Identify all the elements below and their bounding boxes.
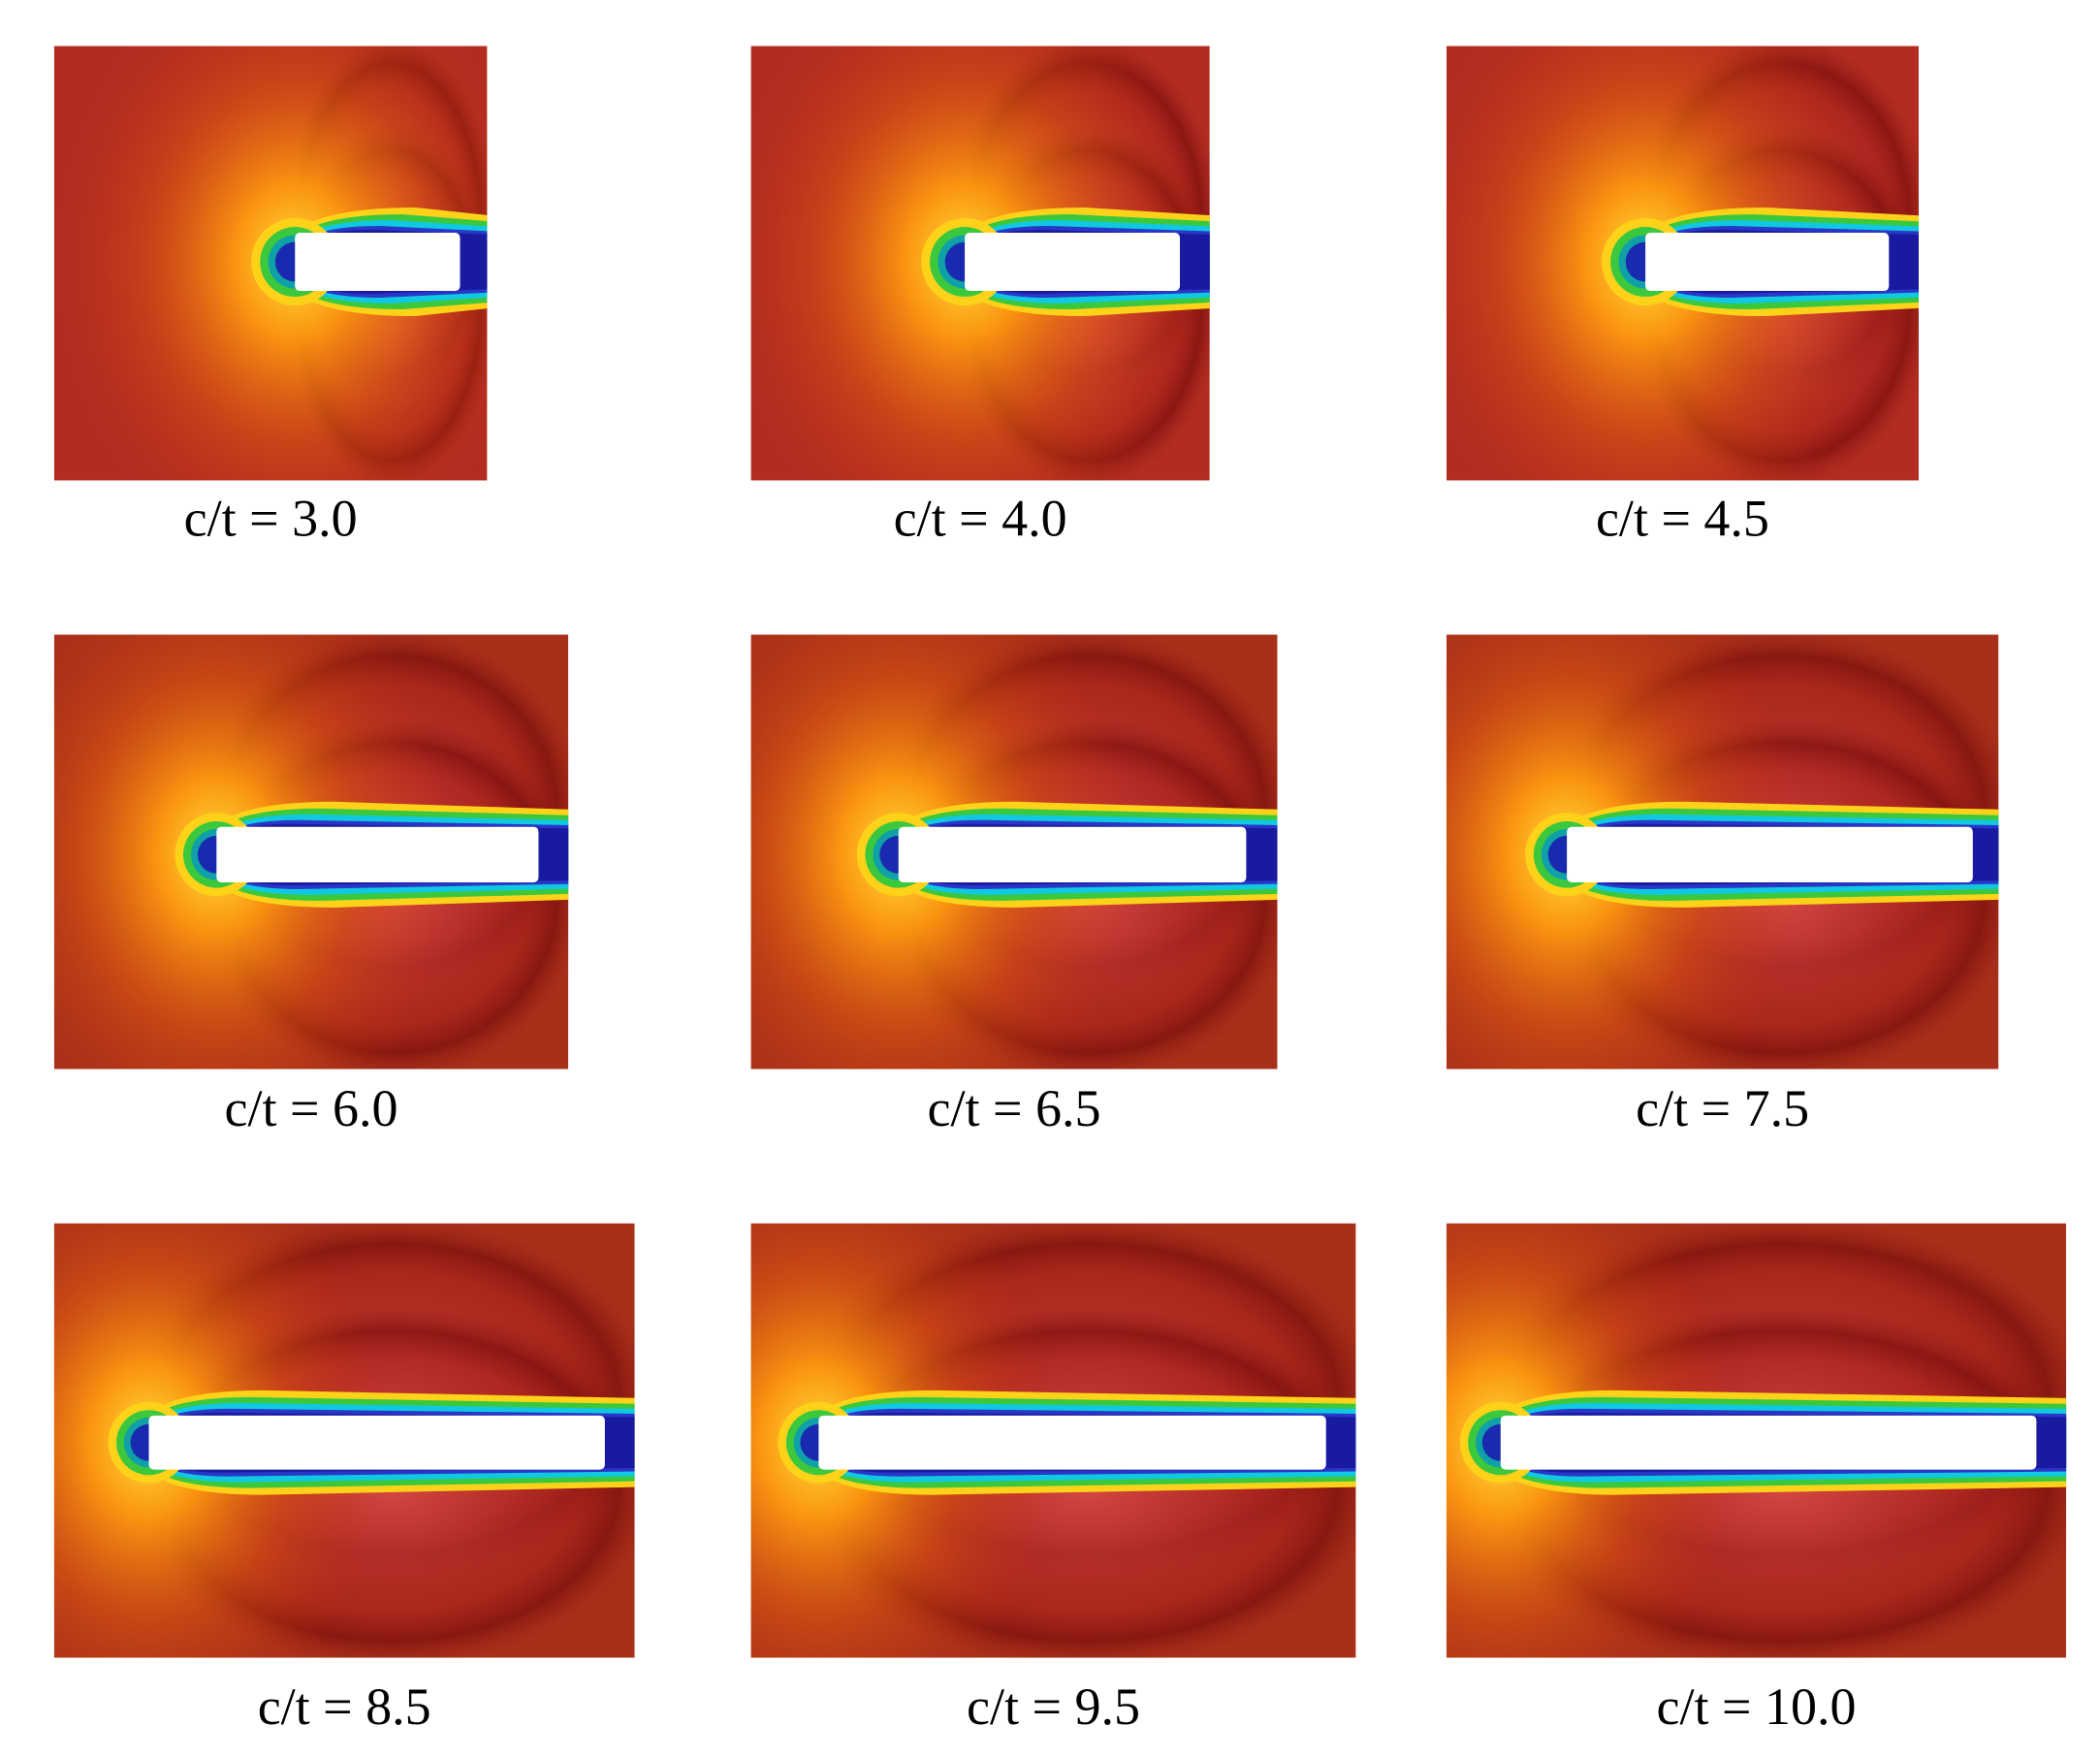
- plate-body: [1567, 826, 1973, 882]
- panel-label: c/t = 10.0: [1657, 1677, 1857, 1736]
- panel-label: c/t = 6.0: [225, 1079, 398, 1137]
- panel-label: c/t = 9.5: [967, 1677, 1140, 1736]
- flow-panel: [1446, 46, 1919, 481]
- plate-body: [148, 1415, 605, 1470]
- panel-label: c/t = 6.5: [928, 1079, 1101, 1137]
- panel-label: c/t = 4.5: [1596, 489, 1769, 547]
- plate-body: [216, 826, 539, 882]
- flow-panel: [1446, 1223, 2067, 1658]
- plate-body: [295, 233, 461, 292]
- plate-body: [898, 826, 1247, 882]
- plate-body: [1500, 1415, 2037, 1470]
- flow-panel: [750, 634, 1278, 1070]
- plate-body: [965, 233, 1180, 292]
- panel-label: c/t = 4.0: [894, 489, 1067, 547]
- panel-label: c/t = 7.5: [1636, 1079, 1809, 1137]
- panel-label: c/t = 8.5: [258, 1677, 431, 1736]
- flow-panel: [1446, 634, 1999, 1070]
- panel-label: c/t = 3.0: [184, 489, 358, 547]
- flow-panel: [53, 634, 569, 1070]
- plate-body: [818, 1415, 1326, 1470]
- plate-body: [1645, 233, 1890, 292]
- flow-panel: [53, 46, 488, 481]
- flow-panel: [750, 1223, 1356, 1658]
- flow-panel: [53, 1223, 635, 1658]
- flow-panel: [750, 46, 1210, 481]
